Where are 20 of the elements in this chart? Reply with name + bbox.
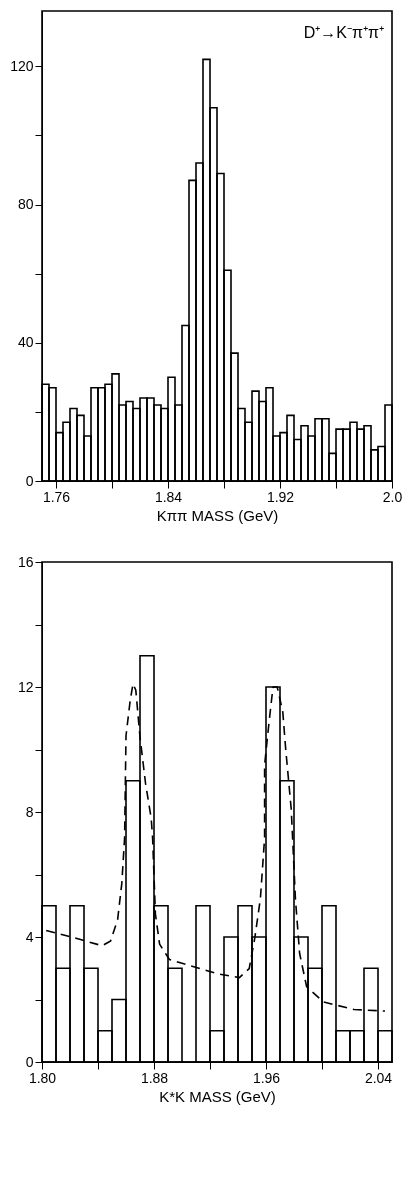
y-tick-label: 4 xyxy=(25,928,34,945)
x-tick-label: 1.92 xyxy=(266,488,295,505)
x-tick-label: 1.76 xyxy=(42,488,71,505)
y-tick-label: 12 xyxy=(17,678,34,695)
x-axis-title: Kππ MASS (GeV) xyxy=(156,506,279,524)
x-tick-label: 1.80 xyxy=(28,1069,57,1086)
y-tick-label: 0 xyxy=(25,1053,34,1070)
x-tick-label: 2.0 xyxy=(382,488,403,505)
x-tick-label: 1.88 xyxy=(140,1069,169,1086)
y-tick-label: 8 xyxy=(25,803,34,820)
y-tick-label: 40 xyxy=(17,334,34,351)
y-tick-label: 80 xyxy=(17,196,34,213)
y-tick-label: 16 xyxy=(17,553,34,570)
y-tick-label: 0 xyxy=(25,472,34,489)
x-tick-label: 2.04 xyxy=(364,1069,393,1086)
y-tick-label: 120 xyxy=(10,57,34,74)
annotation: D⁺→K⁻π⁺π⁺ xyxy=(303,24,384,41)
x-tick-label: 1.96 xyxy=(252,1069,281,1086)
x-axis-title: K*K MASS (GeV) xyxy=(159,1087,276,1105)
x-tick-label: 1.84 xyxy=(154,488,183,505)
